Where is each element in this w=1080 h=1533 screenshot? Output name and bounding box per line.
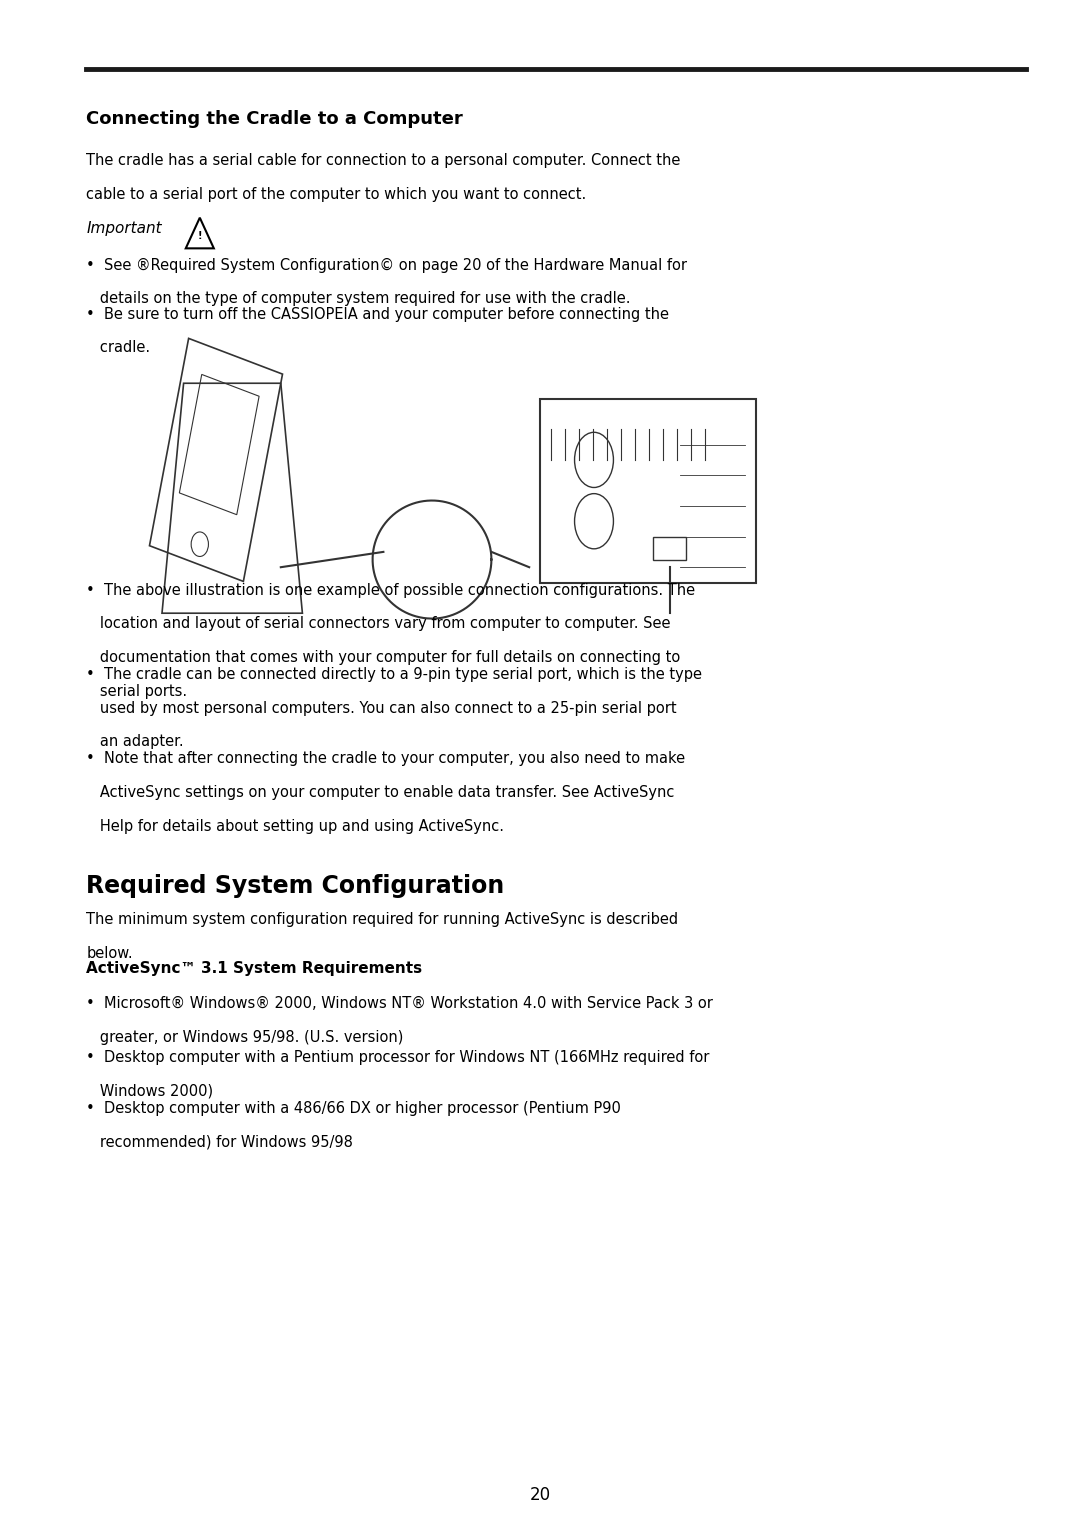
Text: Connecting the Cradle to a Computer: Connecting the Cradle to a Computer [86, 110, 463, 129]
Text: •  Be sure to turn off the CASSIOPEIA and your computer before connecting the: • Be sure to turn off the CASSIOPEIA and… [86, 307, 670, 322]
Text: Important: Important [86, 221, 162, 236]
Text: greater, or Windows 95/98. (U.S. version): greater, or Windows 95/98. (U.S. version… [86, 1030, 404, 1046]
Text: Help for details about setting up and using ActiveSync.: Help for details about setting up and us… [86, 819, 504, 834]
Text: ActiveSync™ 3.1 System Requirements: ActiveSync™ 3.1 System Requirements [86, 961, 422, 977]
Text: Required System Configuration: Required System Configuration [86, 874, 504, 898]
Text: details on the type of computer system required for use with the cradle.: details on the type of computer system r… [86, 291, 631, 307]
Text: The minimum system configuration required for running ActiveSync is described: The minimum system configuration require… [86, 912, 678, 927]
Text: used by most personal computers. You can also connect to a 25-pin serial port: used by most personal computers. You can… [86, 701, 677, 716]
Bar [653, 537, 686, 560]
Text: cable to a serial port of the computer to which you want to connect.: cable to a serial port of the computer t… [86, 187, 586, 202]
Text: cradle.: cradle. [86, 340, 150, 356]
Text: !: ! [198, 231, 202, 241]
Text: •  Note that after connecting the cradle to your computer, you also need to make: • Note that after connecting the cradle … [86, 751, 686, 766]
Text: •  See ®Required System Configuration© on page 20 of the Hardware Manual for: • See ®Required System Configuration© on… [86, 258, 687, 273]
Bar [540, 399, 756, 583]
Text: •  Desktop computer with a 486/66 DX or higher processor (Pentium P90: • Desktop computer with a 486/66 DX or h… [86, 1101, 621, 1116]
Text: location and layout of serial connectors vary from computer to computer. See: location and layout of serial connectors… [86, 616, 671, 632]
Text: •  The above illustration is one example of possible connection configurations. : • The above illustration is one example … [86, 583, 696, 598]
Text: recommended) for Windows 95/98: recommended) for Windows 95/98 [86, 1134, 353, 1150]
Text: The cradle has a serial cable for connection to a personal computer. Connect the: The cradle has a serial cable for connec… [86, 153, 680, 169]
Text: 20: 20 [529, 1485, 551, 1504]
Text: documentation that comes with your computer for full details on connecting to: documentation that comes with your compu… [86, 650, 680, 665]
Text: •  Desktop computer with a Pentium processor for Windows NT (166MHz required for: • Desktop computer with a Pentium proces… [86, 1050, 710, 1065]
Text: •  Microsoft® Windows® 2000, Windows NT® Workstation 4.0 with Service Pack 3 or: • Microsoft® Windows® 2000, Windows NT® … [86, 996, 713, 1012]
Text: Windows 2000): Windows 2000) [86, 1084, 214, 1099]
Text: serial ports.: serial ports. [86, 684, 188, 699]
Text: •  The cradle can be connected directly to a 9-pin type serial port, which is th: • The cradle can be connected directly t… [86, 667, 702, 682]
Text: ActiveSync settings on your computer to enable data transfer. See ActiveSync: ActiveSync settings on your computer to … [86, 785, 675, 800]
Text: below.: below. [86, 946, 133, 961]
Text: an adapter.: an adapter. [86, 734, 184, 750]
